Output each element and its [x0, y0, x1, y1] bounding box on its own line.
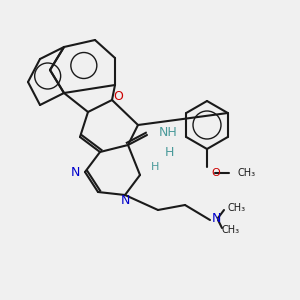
Text: CH₃: CH₃ [222, 225, 240, 235]
Text: N: N [120, 194, 130, 206]
Text: H: H [151, 162, 159, 172]
Text: N: N [212, 212, 221, 224]
Text: CH₃: CH₃ [237, 168, 255, 178]
Text: CH₃: CH₃ [228, 203, 246, 213]
Text: O: O [211, 168, 220, 178]
Text: O: O [113, 89, 123, 103]
Text: NH: NH [159, 127, 178, 140]
Text: N: N [70, 166, 80, 178]
Text: H: H [165, 146, 174, 158]
